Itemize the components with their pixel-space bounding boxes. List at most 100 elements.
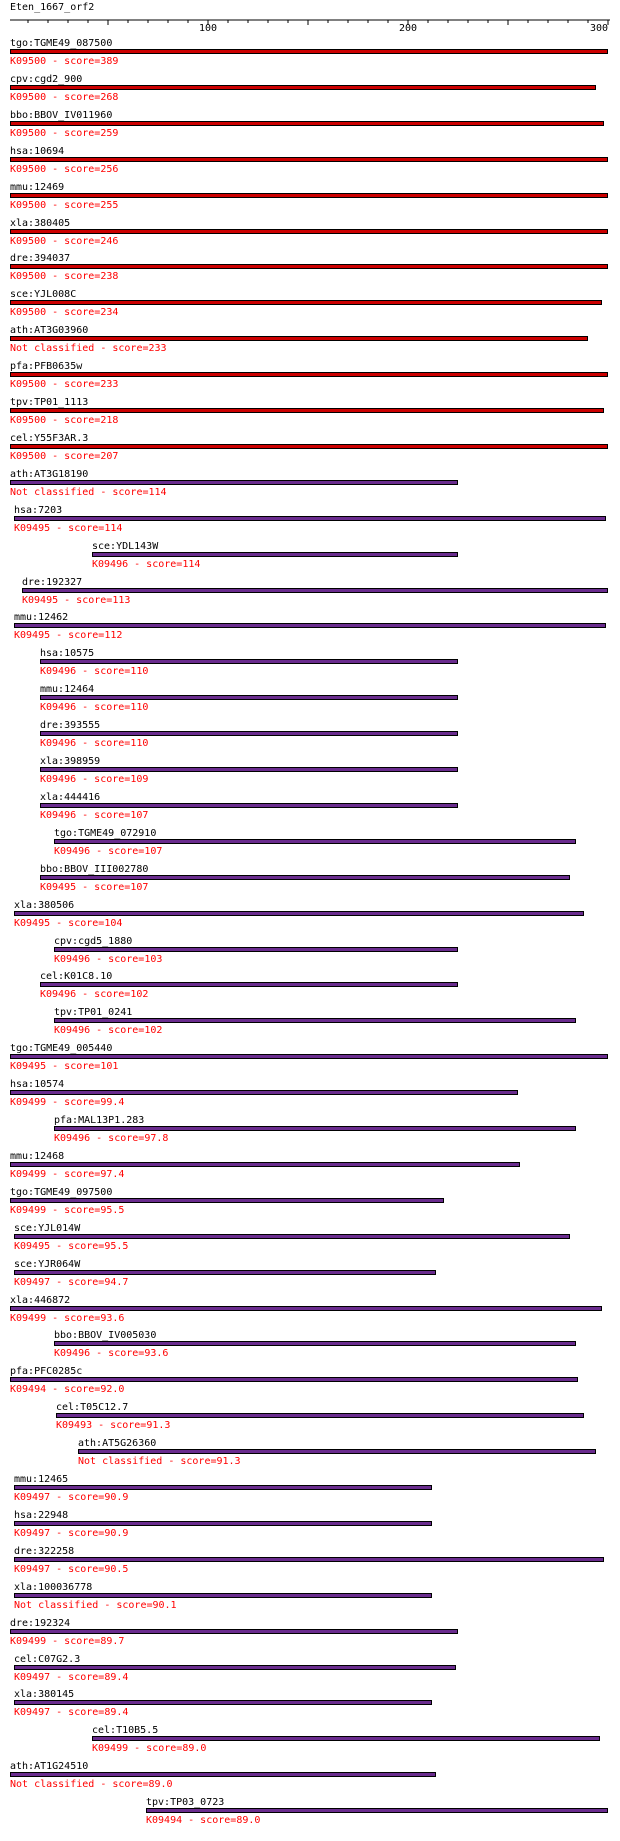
- alignment-bar[interactable]: [56, 1413, 584, 1419]
- hit-label[interactable]: dre:192327: [22, 576, 83, 588]
- hit-label[interactable]: cel:C07G2.3: [14, 1653, 81, 1665]
- hit-row[interactable]: tpv:TP01_1113 K09500 - score=218: [0, 397, 620, 433]
- hit-label[interactable]: ath:AT3G18190: [10, 468, 89, 480]
- alignment-bar[interactable]: [14, 1520, 432, 1526]
- hit-label[interactable]: sce:YJL014W: [14, 1222, 81, 1234]
- alignment-bar[interactable]: [10, 443, 608, 449]
- hit-row[interactable]: hsa:10574 K09499 - score=99.4: [0, 1079, 620, 1115]
- hit-row[interactable]: xla:380405 K09500 - score=246: [0, 218, 620, 254]
- hit-row[interactable]: cel:T05C12.7 K09493 - score=91.3: [0, 1402, 620, 1438]
- hit-label[interactable]: tgo:TGME49_072910: [54, 827, 157, 839]
- hit-row[interactable]: tgo:TGME49_087500 K09500 - score=389: [0, 38, 620, 74]
- hit-label[interactable]: tpv:TP01_0241: [54, 1007, 133, 1019]
- hit-label[interactable]: xla:380145: [14, 1689, 75, 1701]
- alignment-bar[interactable]: [14, 1233, 570, 1239]
- alignment-bar[interactable]: [40, 731, 458, 737]
- hit-row[interactable]: cpv:cgd5_1880 K09496 - score=103: [0, 936, 620, 972]
- hit-row[interactable]: ath:AT5G26360 Not classified - score=91.3: [0, 1438, 620, 1474]
- hit-row[interactable]: bbo:BBOV_IV005030 K09496 - score=93.6: [0, 1330, 620, 1366]
- alignment-bar[interactable]: [54, 1018, 576, 1024]
- alignment-bar[interactable]: [54, 1126, 576, 1131]
- hit-row[interactable]: dre:192327 K09495 - score=113: [0, 577, 620, 613]
- hit-row[interactable]: hsa:10694 K09500 - score=256: [0, 146, 620, 182]
- hit-row[interactable]: hsa:10575 K09496 - score=110: [0, 648, 620, 684]
- alignment-bar[interactable]: [10, 1305, 602, 1311]
- alignment-bar[interactable]: [10, 372, 608, 378]
- hit-row[interactable]: xla:446872 K09499 - score=93.6: [0, 1295, 620, 1331]
- hit-label[interactable]: xla:100036778: [14, 1581, 93, 1593]
- hit-label[interactable]: cel:K01C8.10: [40, 971, 113, 983]
- hit-row[interactable]: mmu:12469 K09500 - score=255: [0, 182, 620, 218]
- hit-label[interactable]: mmu:12468: [10, 1150, 65, 1162]
- hit-label[interactable]: cel:T05C12.7: [56, 1402, 129, 1414]
- alignment-bar[interactable]: [10, 49, 608, 54]
- alignment-bar[interactable]: [10, 156, 608, 162]
- hit-label[interactable]: cel:Y55F3AR.3: [10, 432, 89, 444]
- alignment-bar[interactable]: [14, 1269, 436, 1275]
- alignment-bar[interactable]: [10, 408, 604, 413]
- hit-label[interactable]: cpv:cgd2_900: [10, 73, 83, 85]
- hit-row[interactable]: sce:YJL014W K09495 - score=95.5: [0, 1223, 620, 1259]
- hit-label[interactable]: tgo:TGME49_097500: [10, 1186, 113, 1198]
- hit-row[interactable]: hsa:22948 K09497 - score=90.9: [0, 1510, 620, 1546]
- hit-label[interactable]: bbo:BBOV_III002780: [40, 863, 149, 875]
- alignment-bar[interactable]: [40, 802, 458, 808]
- alignment-bar[interactable]: [10, 1628, 458, 1634]
- hit-label[interactable]: ath:AT3G03960: [10, 325, 89, 337]
- alignment-bar[interactable]: [10, 120, 604, 126]
- alignment-bar[interactable]: [54, 1341, 576, 1347]
- hit-row[interactable]: sce:YDL143W K09496 - score=114: [0, 541, 620, 577]
- hit-label[interactable]: xla:380506: [14, 899, 75, 911]
- alignment-bar[interactable]: [10, 300, 602, 306]
- hit-label[interactable]: sce:YJR064W: [14, 1258, 81, 1270]
- hit-label[interactable]: pfa:PFC0285c: [10, 1366, 83, 1378]
- hit-row[interactable]: tpv:TP03_0723 K09494 - score=89.0: [0, 1797, 620, 1833]
- alignment-bar[interactable]: [40, 695, 458, 701]
- hit-label[interactable]: mmu:12464: [40, 684, 95, 696]
- alignment-bar[interactable]: [54, 838, 576, 844]
- alignment-bar[interactable]: [10, 1090, 518, 1096]
- hit-label[interactable]: mmu:12465: [14, 1474, 69, 1485]
- hit-label[interactable]: bbo:BBOV_IV011960: [10, 109, 113, 121]
- hit-row[interactable]: cel:T10B5.5 K09499 - score=89.0: [0, 1725, 620, 1761]
- hit-label[interactable]: dre:192324: [10, 1617, 71, 1629]
- hit-label[interactable]: tgo:TGME49_087500: [10, 38, 113, 49]
- hit-row[interactable]: xla:380145 K09497 - score=89.4: [0, 1689, 620, 1725]
- hit-row[interactable]: xla:100036778 Not classified - score=90.1: [0, 1582, 620, 1618]
- alignment-bar[interactable]: [10, 1772, 436, 1778]
- alignment-bar[interactable]: [146, 1808, 608, 1814]
- hit-label[interactable]: tpv:TP01_1113: [10, 397, 89, 408]
- hit-row[interactable]: cel:C07G2.3 K09497 - score=89.4: [0, 1654, 620, 1690]
- hit-label[interactable]: xla:380405: [10, 217, 71, 229]
- hit-label[interactable]: ath:AT1G24510: [10, 1761, 89, 1773]
- hit-label[interactable]: tgo:TGME49_005440: [10, 1043, 113, 1055]
- hit-row[interactable]: sce:YJL008C K09500 - score=234: [0, 289, 620, 325]
- hit-row[interactable]: ath:AT3G18190 Not classified - score=114: [0, 469, 620, 505]
- hit-label[interactable]: cel:T10B5.5: [92, 1725, 159, 1737]
- hit-label[interactable]: sce:YJL008C: [10, 289, 77, 301]
- alignment-bar[interactable]: [14, 623, 606, 629]
- hit-row[interactable]: mmu:12468 K09499 - score=97.4: [0, 1151, 620, 1187]
- hit-row[interactable]: mmu:12462 K09495 - score=112: [0, 612, 620, 648]
- hit-label[interactable]: pfa:MAL13P1.283: [54, 1115, 145, 1126]
- alignment-bar[interactable]: [78, 1449, 596, 1455]
- hit-label[interactable]: mmu:12469: [10, 181, 65, 193]
- alignment-bar[interactable]: [40, 874, 570, 880]
- hit-label[interactable]: xla:444416: [40, 791, 101, 803]
- alignment-bar[interactable]: [14, 910, 584, 916]
- alignment-bar[interactable]: [14, 1664, 456, 1670]
- hit-label[interactable]: xla:398959: [40, 756, 101, 767]
- alignment-bar[interactable]: [10, 1054, 608, 1060]
- hit-row[interactable]: dre:192324 K09499 - score=89.7: [0, 1618, 620, 1654]
- hit-label[interactable]: pfa:PFB0635w: [10, 361, 83, 373]
- hit-row[interactable]: mmu:12465 K09497 - score=90.9: [0, 1474, 620, 1510]
- alignment-bar[interactable]: [40, 767, 458, 772]
- hit-label[interactable]: tpv:TP03_0723: [146, 1797, 225, 1809]
- hit-row[interactable]: sce:YJR064W K09497 - score=94.7: [0, 1259, 620, 1295]
- hit-row[interactable]: pfa:PFB0635w K09500 - score=233: [0, 361, 620, 397]
- hit-row[interactable]: bbo:BBOV_IV011960 K09500 - score=259: [0, 110, 620, 146]
- hit-row[interactable]: dre:393555 K09496 - score=110: [0, 720, 620, 756]
- hit-row[interactable]: xla:444416 K09496 - score=107: [0, 792, 620, 828]
- hit-row[interactable]: xla:380506 K09495 - score=104: [0, 900, 620, 936]
- hit-label[interactable]: dre:322258: [14, 1545, 75, 1557]
